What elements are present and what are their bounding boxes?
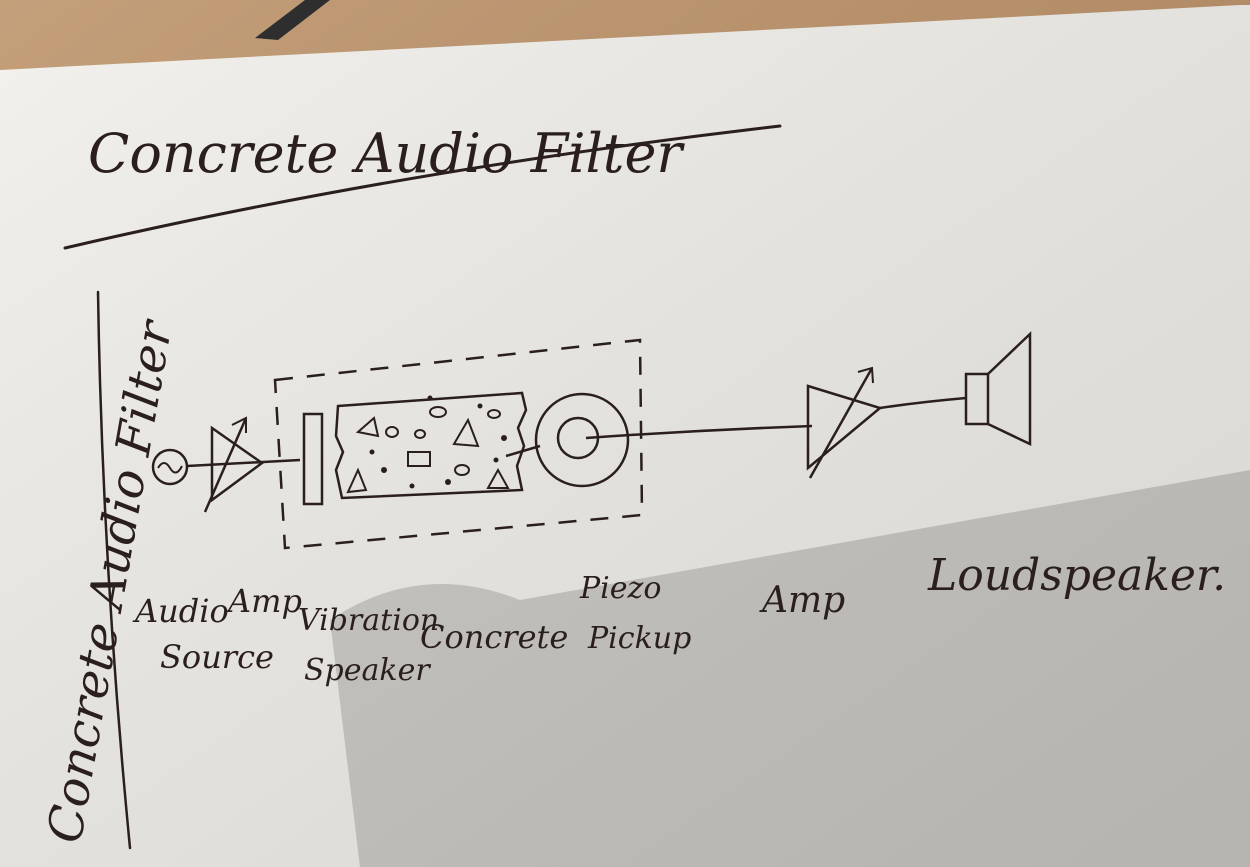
label-piezo-pickup-line2: Pickup (587, 621, 691, 656)
wire-concrete-to-pickup (505, 444, 541, 458)
variable-amplifier-icon (806, 366, 883, 479)
label-piezo-pickup-line1: Piezo (579, 571, 661, 606)
side-divider (96, 290, 132, 850)
wire-pickup-to-amp (585, 424, 813, 440)
wire-source-to-speaker (186, 458, 301, 468)
label-amp-2: Amp (759, 580, 845, 621)
page-title: Concrete Audio Filter (88, 122, 685, 185)
title-underline (63, 124, 782, 250)
label-audio-source-line1: Audio (132, 592, 229, 630)
amplifier-triangle-icon (203, 416, 265, 513)
wire-amp-to-speaker (879, 396, 967, 410)
concrete-block-icon (334, 391, 528, 500)
sine-source-icon (151, 448, 189, 486)
label-concrete: Concrete (420, 618, 568, 656)
vibration-speaker-icon (302, 412, 324, 506)
label-loudspeaker: Loudspeaker. (927, 550, 1226, 601)
label-vibration-speaker-line1: Vibration (298, 603, 439, 638)
label-vibration-speaker-line2: Speaker (304, 653, 431, 688)
label-audio-source-line2: Source (160, 638, 274, 676)
loudspeaker-icon (964, 331, 1032, 446)
label-amp-1: Amp (225, 582, 302, 620)
